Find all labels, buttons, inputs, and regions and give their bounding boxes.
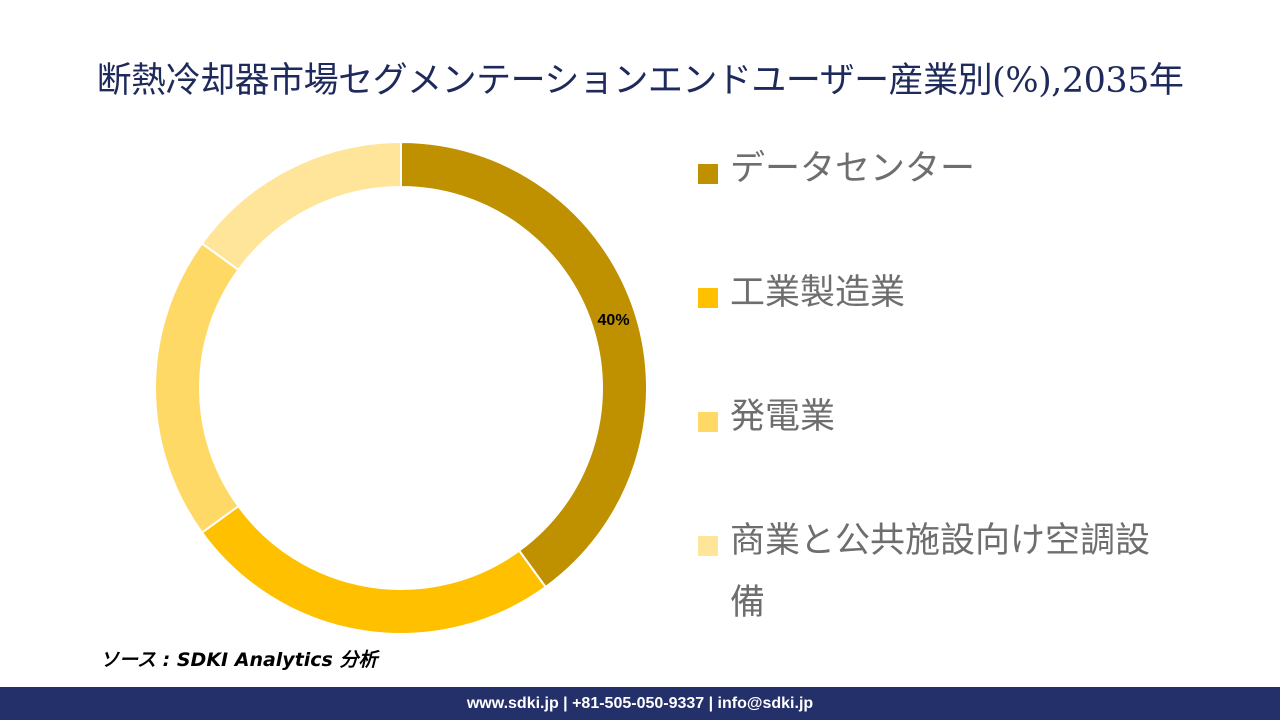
- footer-bar: www.sdki.jp | +81-505-050-9337 | info@sd…: [0, 687, 1280, 720]
- legend-swatch-power-generation: [698, 412, 718, 432]
- legend-item-power-generation: 発電業: [698, 397, 835, 448]
- chart-title: 断熱冷却器市場セグメンテーションエンドユーザー産業別(%),2035年: [96, 61, 1184, 101]
- legend-swatch-data-center: [698, 164, 718, 184]
- legend-label-data-center: データセンター: [730, 149, 976, 189]
- donut-slice-1: [400, 140, 648, 589]
- donut-slice-3: [154, 242, 240, 534]
- legend-label-commercial-hvac: 商業と公共施設向け空調設備: [730, 521, 1151, 623]
- legend-label-power-generation: 発電業: [730, 397, 836, 437]
- legend-item-industrial-manufacturing: 工業製造業: [698, 273, 905, 324]
- donut-slices: [154, 140, 648, 635]
- data-label-1: 40%: [598, 312, 630, 329]
- donut-slice-4: [200, 140, 402, 272]
- legend-item-data-center: データセンター: [698, 149, 975, 200]
- legend-swatch-commercial-hvac: [698, 536, 718, 556]
- legend-swatch-industrial-manufacturing: [698, 288, 718, 308]
- legend-label-industrial-manufacturing: 工業製造業: [730, 273, 906, 313]
- source-note: ソース : SDKI Analytics 分析: [100, 649, 378, 671]
- donut-data-labels: 40%: [598, 312, 630, 329]
- donut-slice-2: [200, 504, 547, 635]
- footer-contact: www.sdki.jp | +81-505-050-9337 | info@sd…: [466, 695, 814, 712]
- legend-item-commercial-hvac: 商業と公共施設向け空調設備: [698, 521, 1168, 634]
